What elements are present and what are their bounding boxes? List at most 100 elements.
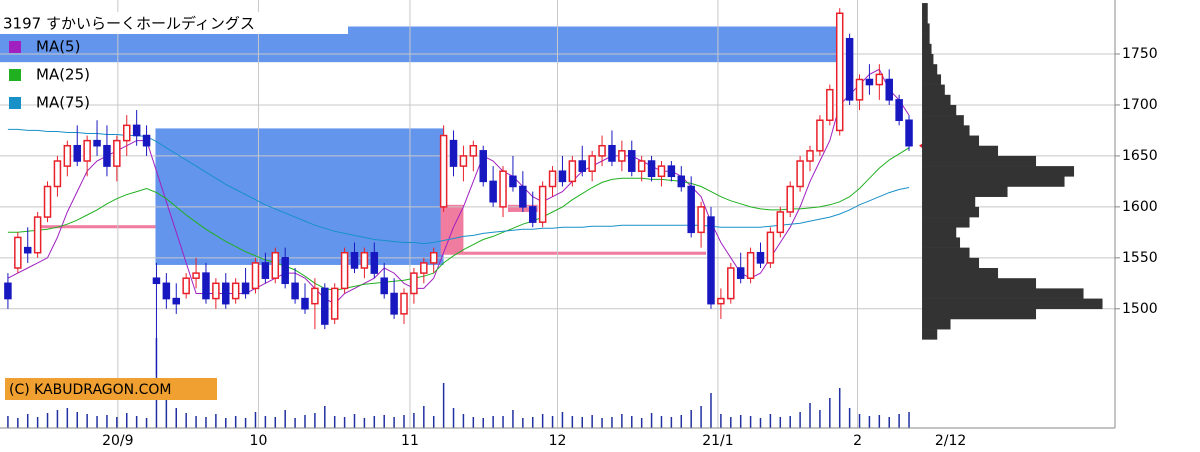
candle-body	[390, 292, 398, 315]
candle-body	[489, 180, 497, 203]
ma-line	[7, 128, 910, 245]
candle-body	[766, 231, 775, 264]
y-tick-label: 1600	[1122, 199, 1158, 215]
candle-body	[360, 251, 369, 269]
candle-body	[618, 150, 626, 162]
candle-body	[865, 78, 874, 86]
candle-body	[855, 78, 864, 101]
zone	[37, 225, 156, 229]
ma-line	[7, 147, 910, 291]
candle-body	[330, 287, 339, 320]
legend-label: MA(25)	[36, 66, 90, 84]
candle-body	[568, 160, 577, 183]
candle-body	[727, 267, 735, 300]
copyright: (C) KABUDRAGON.COM	[9, 382, 171, 398]
profile-bar	[922, 308, 1037, 320]
candle-body	[380, 277, 388, 295]
candle-body	[301, 297, 309, 310]
candle-body	[459, 155, 468, 167]
candle-body	[895, 99, 903, 121]
candle-body	[122, 124, 131, 142]
x-tick-label: 12	[549, 433, 567, 449]
candle-body	[53, 160, 62, 188]
profile-bar	[922, 257, 980, 269]
profile-bar	[922, 155, 1037, 167]
x-tick-label: 21/1	[702, 433, 733, 449]
candle-body	[410, 272, 418, 295]
candle-body	[370, 251, 379, 274]
candle-body	[321, 287, 329, 325]
chart-title: 3197 すかいらーくホールディングス	[3, 15, 255, 33]
profile-bar	[922, 13, 928, 24]
candle-body	[608, 144, 616, 162]
candle-body	[83, 139, 91, 162]
candle-body	[519, 185, 527, 208]
legend-label: MA(5)	[36, 38, 80, 56]
legend-swatch	[9, 69, 21, 81]
candle-body	[142, 134, 151, 147]
candle-body	[350, 251, 359, 269]
profile-bar	[922, 33, 930, 45]
candle-body	[261, 262, 270, 279]
candle-body	[509, 175, 517, 188]
profile-bar	[922, 318, 951, 330]
candle-body	[43, 185, 52, 218]
x-tick-label: 2/12	[935, 433, 966, 449]
profile-bar	[922, 288, 1084, 299]
profile-bar	[922, 74, 942, 85]
profile-bar	[922, 145, 999, 157]
candle-body	[281, 257, 289, 285]
profile-bar	[922, 196, 976, 208]
candle-body	[132, 124, 141, 137]
title-bg	[0, 12, 348, 34]
candle-body	[420, 262, 428, 274]
candle-body	[73, 144, 81, 162]
candle-body	[558, 170, 567, 183]
profile-bar	[922, 247, 970, 259]
ma-lines	[7, 68, 910, 305]
candle-body	[172, 297, 181, 305]
candle-body	[400, 292, 408, 315]
candles	[4, 8, 930, 376]
candle-body	[845, 37, 854, 101]
candle-body	[578, 160, 587, 172]
candle-body	[202, 272, 210, 300]
candle-body	[23, 246, 32, 254]
candle-body	[291, 282, 299, 300]
candle-body	[806, 150, 814, 162]
candle-body	[588, 155, 596, 172]
candle-body	[340, 251, 349, 290]
candle-body	[905, 119, 913, 147]
profile-bar	[922, 23, 930, 34]
candle-body	[835, 12, 844, 132]
candle-body	[538, 185, 547, 223]
profile-bar	[922, 268, 999, 279]
profile-bar	[922, 166, 1075, 177]
legend-swatch	[9, 97, 21, 109]
y-tick-label: 1550	[1122, 250, 1158, 266]
candle-body	[667, 165, 676, 178]
y-tick-label: 1700	[1122, 97, 1158, 113]
candle-body	[311, 287, 319, 305]
profile-bar	[922, 54, 934, 65]
ticks: 1500 1550 1600 1650 1700 1750 20/9 10 11 12 21/1 2 2…	[102, 46, 1158, 449]
candle-body	[222, 282, 230, 305]
candle-body	[14, 236, 22, 269]
profile-bar	[922, 94, 951, 106]
candle-body	[637, 160, 646, 172]
profile-bar	[922, 278, 1037, 289]
y-tick-label: 1750	[1122, 46, 1158, 62]
candle-body	[4, 282, 12, 300]
x-tick-label: 11	[401, 433, 419, 449]
profile-bar	[922, 115, 964, 126]
candle-body	[162, 282, 171, 300]
profile-bar	[922, 237, 961, 248]
profile-bar	[922, 329, 938, 340]
candle-body	[33, 216, 42, 254]
profile-bar	[922, 176, 1065, 187]
candle-body	[736, 267, 745, 279]
candle-body	[875, 73, 884, 86]
candle-body	[113, 139, 121, 167]
candle-body	[687, 185, 695, 234]
